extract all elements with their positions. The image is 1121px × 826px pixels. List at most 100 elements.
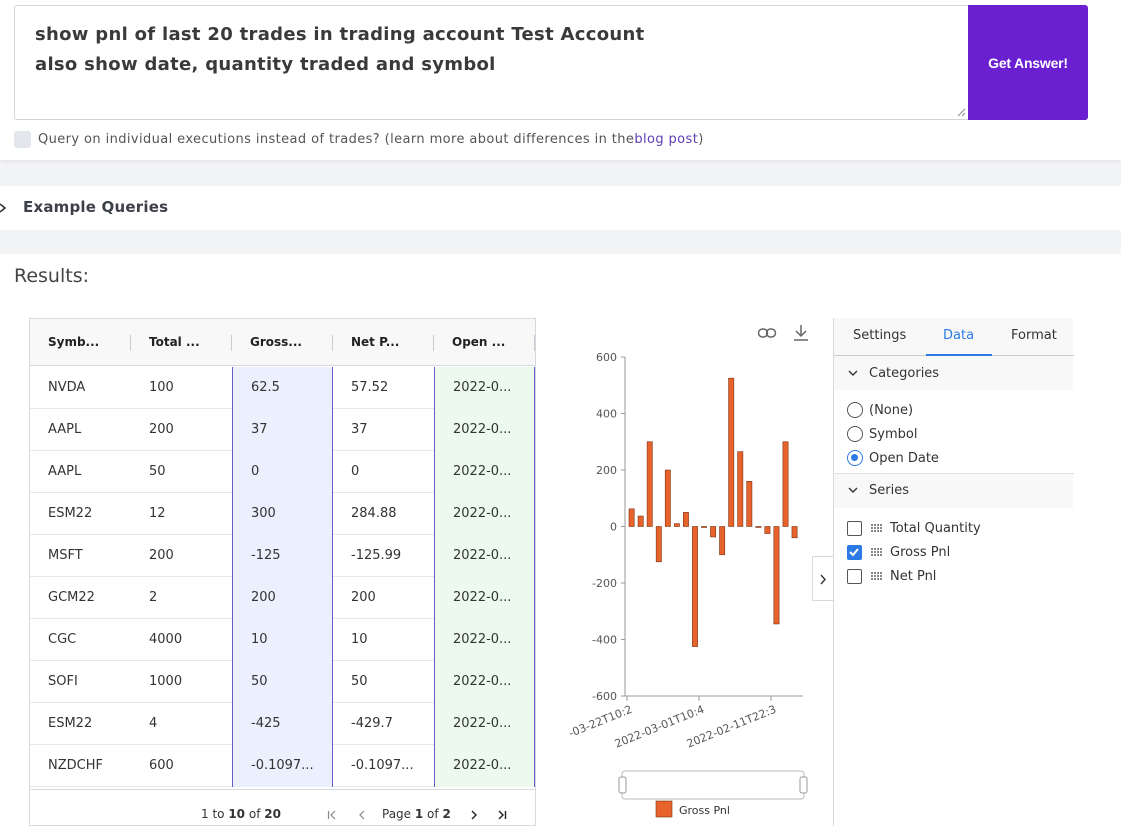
radio-open-date[interactable] <box>847 450 863 466</box>
table-row[interactable]: CGC 4000 10 10 2022-0... <box>30 619 535 661</box>
first-page-icon[interactable] <box>327 810 337 820</box>
cell-gross-pnl[interactable]: 10 <box>232 619 333 661</box>
column-header-open-date[interactable]: Open ... <box>452 335 506 349</box>
column-separator[interactable] <box>332 335 333 351</box>
cell-total-quantity[interactable]: 2 <box>149 590 158 605</box>
tab-settings[interactable]: Settings <box>853 328 907 343</box>
cell-open-date[interactable]: 2022-0... <box>434 577 535 619</box>
cell-gross-pnl[interactable]: -425 <box>232 703 333 745</box>
table-row[interactable]: SOFI 1000 50 50 2022-0... <box>30 661 535 703</box>
table-row[interactable]: GCM22 2 200 200 2022-0... <box>30 577 535 619</box>
cell-open-date[interactable]: 2022-0... <box>434 661 535 703</box>
radio-none[interactable] <box>847 402 863 418</box>
cell-total-quantity[interactable]: 200 <box>149 548 174 563</box>
resize-grip-icon[interactable] <box>956 107 966 117</box>
cell-open-date[interactable]: 2022-0... <box>434 409 535 451</box>
cell-total-quantity[interactable]: 50 <box>149 464 166 479</box>
checkbox-net-pnl[interactable] <box>847 568 862 584</box>
drag-handle-icon[interactable] <box>871 523 883 533</box>
cell-gross-pnl[interactable]: 300 <box>232 493 333 535</box>
cell-symbol[interactable]: MSFT <box>48 548 83 563</box>
series-section-header[interactable]: Series <box>834 475 1074 505</box>
download-icon[interactable] <box>792 324 810 342</box>
column-header-gross-pnl[interactable]: Gross... <box>250 335 302 349</box>
cell-open-date[interactable]: 2022-0... <box>434 493 535 535</box>
example-queries-bar[interactable]: Example Queries <box>0 186 1121 230</box>
table-row[interactable]: NZDCHF 600 -0.1097... -0.1097... 2022-0... <box>30 745 535 787</box>
last-page-icon[interactable] <box>497 810 507 820</box>
category-option-symbol[interactable]: Symbol <box>847 424 917 444</box>
checkbox-gross-pnl[interactable] <box>847 544 862 560</box>
cell-symbol[interactable]: SOFI <box>48 674 78 689</box>
cell-net-pnl[interactable]: 37 <box>351 422 368 437</box>
cell-net-pnl[interactable]: -0.1097... <box>351 758 414 773</box>
cell-symbol[interactable]: ESM22 <box>48 506 93 521</box>
previous-page-icon[interactable] <box>357 810 367 820</box>
table-row[interactable]: AAPL 200 37 37 2022-0... <box>30 409 535 451</box>
cell-net-pnl[interactable]: 57.52 <box>351 380 389 395</box>
drag-handle-icon[interactable] <box>871 547 883 557</box>
cell-gross-pnl[interactable]: -125 <box>232 535 333 577</box>
cell-open-date[interactable]: 2022-0... <box>434 745 535 787</box>
next-page-icon[interactable] <box>469 810 479 820</box>
cell-gross-pnl[interactable]: 200 <box>232 577 333 619</box>
cell-net-pnl[interactable]: 10 <box>351 632 368 647</box>
cell-net-pnl[interactable]: -125.99 <box>351 548 402 563</box>
radio-symbol[interactable] <box>847 426 863 442</box>
query-input[interactable]: show pnl of last 20 trades in trading ac… <box>14 5 969 120</box>
cell-total-quantity[interactable]: 12 <box>149 506 166 521</box>
cell-symbol[interactable]: NZDCHF <box>48 758 103 773</box>
cell-total-quantity[interactable]: 4000 <box>149 632 183 647</box>
column-separator[interactable] <box>231 335 232 351</box>
cell-total-quantity[interactable]: 1000 <box>149 674 183 689</box>
cell-symbol[interactable]: GCM22 <box>48 590 95 605</box>
cell-gross-pnl[interactable]: 0 <box>232 451 333 493</box>
cell-net-pnl[interactable]: 284.88 <box>351 506 397 521</box>
cell-open-date[interactable]: 2022-0... <box>434 619 535 661</box>
cell-net-pnl[interactable]: -429.7 <box>351 716 393 731</box>
get-answer-button[interactable]: Get Answer! <box>968 5 1088 120</box>
cell-gross-pnl[interactable]: -0.1097... <box>232 745 333 787</box>
column-header-symbol[interactable]: Symb... <box>48 335 100 349</box>
cell-gross-pnl[interactable]: 37 <box>232 409 333 451</box>
series-item-total-quantity[interactable]: Total Quantity <box>847 518 981 538</box>
table-row[interactable]: AAPL 50 0 0 2022-0... <box>30 451 535 493</box>
cell-open-date[interactable]: 2022-0... <box>434 535 535 577</box>
table-row[interactable]: NVDA 100 62.5 57.52 2022-0... <box>30 367 535 409</box>
link-icon[interactable] <box>757 326 777 340</box>
checkbox-total-quantity[interactable] <box>847 520 862 536</box>
cell-net-pnl[interactable]: 200 <box>351 590 376 605</box>
column-separator[interactable] <box>130 335 131 351</box>
drag-handle-icon[interactable] <box>871 571 883 581</box>
cell-open-date[interactable]: 2022-0... <box>434 367 535 409</box>
cell-total-quantity[interactable]: 4 <box>149 716 158 731</box>
column-header-total-quantity[interactable]: Total ... <box>149 335 200 349</box>
cell-gross-pnl[interactable]: 62.5 <box>232 367 333 409</box>
cell-open-date[interactable]: 2022-0... <box>434 451 535 493</box>
cell-gross-pnl[interactable]: 50 <box>232 661 333 703</box>
tab-format[interactable]: Format <box>1011 328 1057 343</box>
cell-total-quantity[interactable]: 200 <box>149 422 174 437</box>
column-header-net-pnl[interactable]: Net P... <box>351 335 400 349</box>
table-row[interactable]: ESM22 4 -425 -429.7 2022-0... <box>30 703 535 745</box>
category-option-open-date[interactable]: Open Date <box>847 448 939 468</box>
category-option-none[interactable]: (None) <box>847 400 913 420</box>
cell-total-quantity[interactable]: 100 <box>149 380 174 395</box>
cell-total-quantity[interactable]: 600 <box>149 758 174 773</box>
column-separator[interactable] <box>433 335 434 351</box>
cell-net-pnl[interactable]: 50 <box>351 674 368 689</box>
table-row[interactable]: ESM22 12 300 284.88 2022-0... <box>30 493 535 535</box>
cell-symbol[interactable]: NVDA <box>48 380 86 395</box>
cell-net-pnl[interactable]: 0 <box>351 464 360 479</box>
column-separator[interactable] <box>534 335 535 351</box>
executions-checkbox[interactable] <box>14 131 31 148</box>
series-item-net-pnl[interactable]: Net Pnl <box>847 566 936 586</box>
tab-data[interactable]: Data <box>943 328 975 343</box>
panel-toggle-button[interactable] <box>812 556 833 601</box>
blog-post-link[interactable]: blog post <box>634 132 699 147</box>
cell-symbol[interactable]: CGC <box>48 632 77 647</box>
categories-section-header[interactable]: Categories <box>834 358 1074 388</box>
series-item-gross-pnl[interactable]: Gross Pnl <box>847 542 950 562</box>
table-row[interactable]: MSFT 200 -125 -125.99 2022-0... <box>30 535 535 577</box>
cell-symbol[interactable]: AAPL <box>48 422 82 437</box>
